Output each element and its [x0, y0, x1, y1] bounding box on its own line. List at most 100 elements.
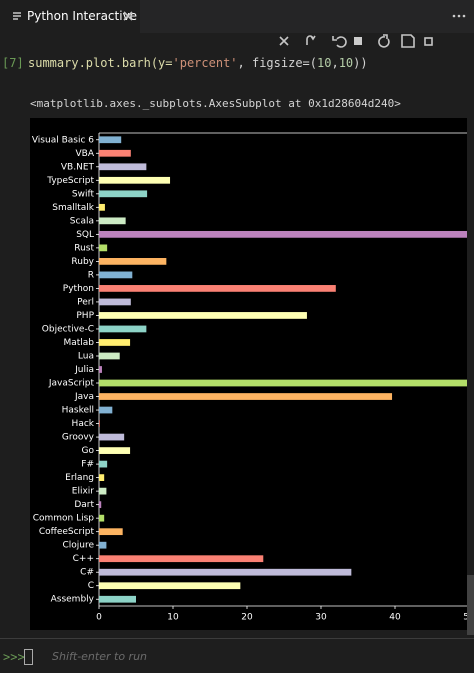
y-tick-label: F#	[81, 460, 94, 470]
x-tick-label: 50	[463, 613, 467, 623]
bar	[99, 217, 126, 225]
cell-label: [7]	[2, 56, 24, 70]
bar	[99, 541, 107, 549]
tab-icon	[13, 12, 21, 20]
tab-bar: Python Interactive	[0, 0, 474, 33]
bar	[99, 474, 105, 481]
bar	[99, 420, 100, 427]
x-tick-label: 20	[241, 613, 253, 623]
prompt: >>>	[3, 650, 25, 664]
bar	[99, 352, 120, 360]
restart-button[interactable]	[378, 34, 390, 48]
bar	[99, 379, 467, 387]
y-tick-label: Objective-C	[42, 324, 94, 334]
redo-button[interactable]	[306, 35, 316, 45]
code-token: summary.plot.barh(y=	[28, 56, 173, 70]
bar	[99, 393, 393, 400]
y-tick-label: PHP	[76, 311, 94, 321]
bar	[99, 203, 105, 211]
bar	[99, 460, 108, 468]
bar	[99, 339, 131, 346]
bar	[99, 149, 131, 157]
input-box[interactable]: Shift-enter to run	[52, 650, 148, 663]
bar	[99, 447, 131, 454]
bar	[99, 406, 113, 414]
cursor	[24, 649, 33, 665]
y-tick-label: C	[88, 581, 94, 591]
y-tick-label: Erlang	[65, 473, 94, 483]
bar	[99, 582, 241, 590]
bar	[99, 568, 352, 576]
toolbar	[279, 34, 433, 48]
bar	[99, 514, 105, 522]
y-tick-label: Python	[63, 284, 94, 294]
bar	[99, 433, 125, 441]
close-tab[interactable]	[123, 11, 133, 21]
y-tick-label: Groovy	[62, 433, 95, 443]
y-tick-label: Lua	[78, 351, 94, 361]
y-tick-label: Haskell	[62, 406, 94, 416]
y-tick-label: Smalltalk	[52, 203, 95, 213]
y-tick-label: Perl	[77, 297, 94, 307]
y-tick-label: Scala	[70, 216, 94, 226]
code-token: 10	[317, 56, 332, 70]
y-tick-label: JavaScript	[48, 379, 95, 389]
bar	[99, 528, 123, 536]
code: summary.plot.barh(y='percent', figsize=(…	[28, 56, 368, 70]
more-actions[interactable]	[452, 14, 466, 18]
bar	[99, 230, 467, 238]
x-tick-label: 30	[315, 613, 327, 623]
bar	[99, 136, 122, 144]
y-tick-label: Assembly	[51, 595, 95, 605]
code-token: 'percent'	[172, 56, 238, 70]
y-tick-label: Common Lisp	[33, 514, 95, 524]
divider	[0, 638, 474, 639]
y-tick-label: CoffeeScript	[39, 527, 95, 537]
bar	[99, 555, 264, 563]
bar	[99, 298, 131, 306]
y-tick-label: Dart	[74, 500, 94, 510]
tab[interactable]: Python Interactive	[0, 0, 140, 33]
code-token: 10	[338, 56, 354, 70]
export-button[interactable]	[424, 37, 433, 46]
bar	[99, 325, 147, 333]
x-tick-label: 40	[389, 613, 401, 623]
y-tick-label: Rust	[74, 243, 94, 253]
bar	[99, 285, 336, 292]
y-tick-label: Elixir	[72, 487, 95, 497]
bar	[99, 163, 147, 171]
undo-button[interactable]	[332, 36, 347, 48]
code-token: , figsize=(	[237, 56, 318, 70]
chart: 0 10 20 30 40 50 Assembly C C# C++ Clojure CoffeeSc…	[32, 132, 467, 623]
y-tick-label: Java	[74, 392, 94, 402]
y-tick-label: Ruby	[71, 257, 94, 267]
x-tick-label: 0	[96, 613, 102, 623]
tab-title: Python Interactive	[27, 9, 138, 23]
scrollbar	[467, 575, 474, 635]
y-tick-label: Swift	[72, 189, 95, 199]
bar	[99, 366, 102, 373]
y-tick-label: C++	[73, 554, 94, 564]
y-tick-label: VBA	[76, 149, 95, 159]
y-tick-label: R	[88, 270, 94, 280]
bar	[99, 501, 102, 509]
bar	[99, 487, 107, 495]
stop-button[interactable]	[354, 37, 362, 45]
y-tick-label: TypeScript	[46, 176, 94, 186]
bar	[99, 258, 167, 265]
save-button[interactable]	[401, 34, 415, 48]
x-tick-label: 10	[167, 613, 179, 623]
bar	[99, 176, 171, 184]
y-tick-label: VB.NET	[61, 162, 95, 172]
y-tick-label: C#	[80, 568, 94, 578]
chart-output: 0 10 20 30 40 50 Assembly C C# C++ Clojure CoffeeSc…	[30, 118, 467, 630]
bar	[99, 312, 307, 319]
code-token: ))	[353, 56, 368, 70]
bar	[99, 271, 133, 279]
code-token: ,	[331, 56, 339, 70]
clear-button[interactable]	[279, 36, 289, 46]
y-tick-label: Hack	[72, 419, 95, 429]
y-tick-label: SQL	[76, 230, 94, 240]
y-tick-label: Matlab	[63, 338, 94, 348]
